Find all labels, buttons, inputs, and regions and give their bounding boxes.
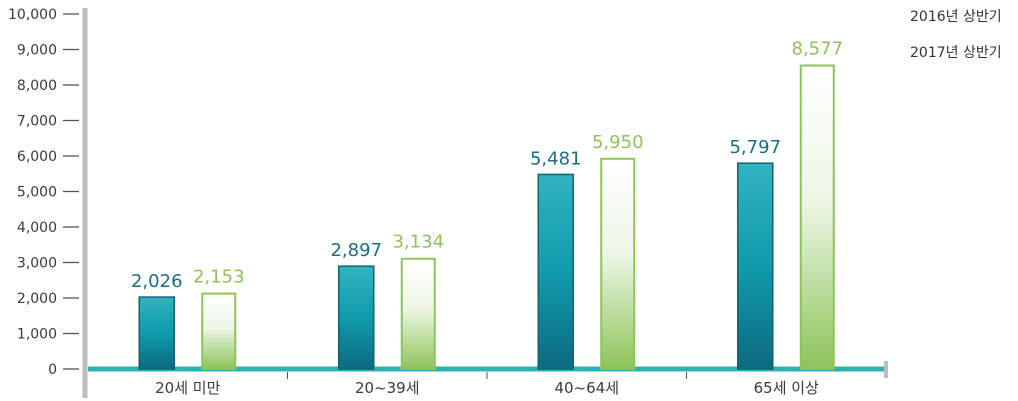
bar-2016-1 xyxy=(138,296,175,370)
bar-2017-4 xyxy=(799,64,835,370)
data-label-2016-4: 5,797 xyxy=(729,137,781,158)
y-tick-label: 7,000 xyxy=(17,114,57,130)
data-label-2017-3: 5,950 xyxy=(592,132,644,153)
data-label-2016-3: 5,481 xyxy=(530,148,582,169)
y-tick-label: 5,000 xyxy=(17,185,57,201)
legend-item-2016: 2016년 상반기 xyxy=(910,9,1002,25)
bar-2016-3 xyxy=(537,173,574,370)
legend: 2016년 상반기 2017년 상반기 xyxy=(910,6,1002,78)
y-tick-label: 0 xyxy=(48,362,57,378)
y-tick-label: 1,000 xyxy=(17,327,57,343)
bar-2016-2 xyxy=(338,265,375,370)
data-label-2017-2: 3,134 xyxy=(392,232,444,253)
legend-item-2017: 2017년 상반기 xyxy=(910,45,1002,61)
y-tick-label: 4,000 xyxy=(17,220,57,236)
data-label-2016-2: 2,897 xyxy=(330,240,382,261)
y-tick-label: 3,000 xyxy=(17,256,57,272)
y-tick-label: 9,000 xyxy=(17,43,57,59)
y-tick-label: 2,000 xyxy=(17,291,57,307)
y-tick-label: 6,000 xyxy=(17,149,57,165)
y-tick-label: 10,000 xyxy=(8,7,57,23)
data-label-2016-1: 2,026 xyxy=(131,271,183,292)
data-label-2017-1: 2,153 xyxy=(193,267,245,288)
bar-2017-2 xyxy=(400,257,436,371)
x-category-label: 65세 이상 xyxy=(754,379,819,397)
bar-chart: 0 1,000 2,000 3,000 4,000 5,000 6,000 7,000 8,00… xyxy=(8,7,888,398)
x-category-label: 40~64세 xyxy=(554,379,619,397)
bar-2017-1 xyxy=(201,292,237,371)
bar-2017-3 xyxy=(600,157,636,370)
bar-2016-4 xyxy=(737,162,774,370)
y-tick-label: 8,000 xyxy=(17,78,57,94)
data-label-2017-4: 8,577 xyxy=(791,39,843,60)
x-category-label: 20세 미만 xyxy=(155,379,220,397)
x-category-label: 20~39세 xyxy=(355,379,420,397)
